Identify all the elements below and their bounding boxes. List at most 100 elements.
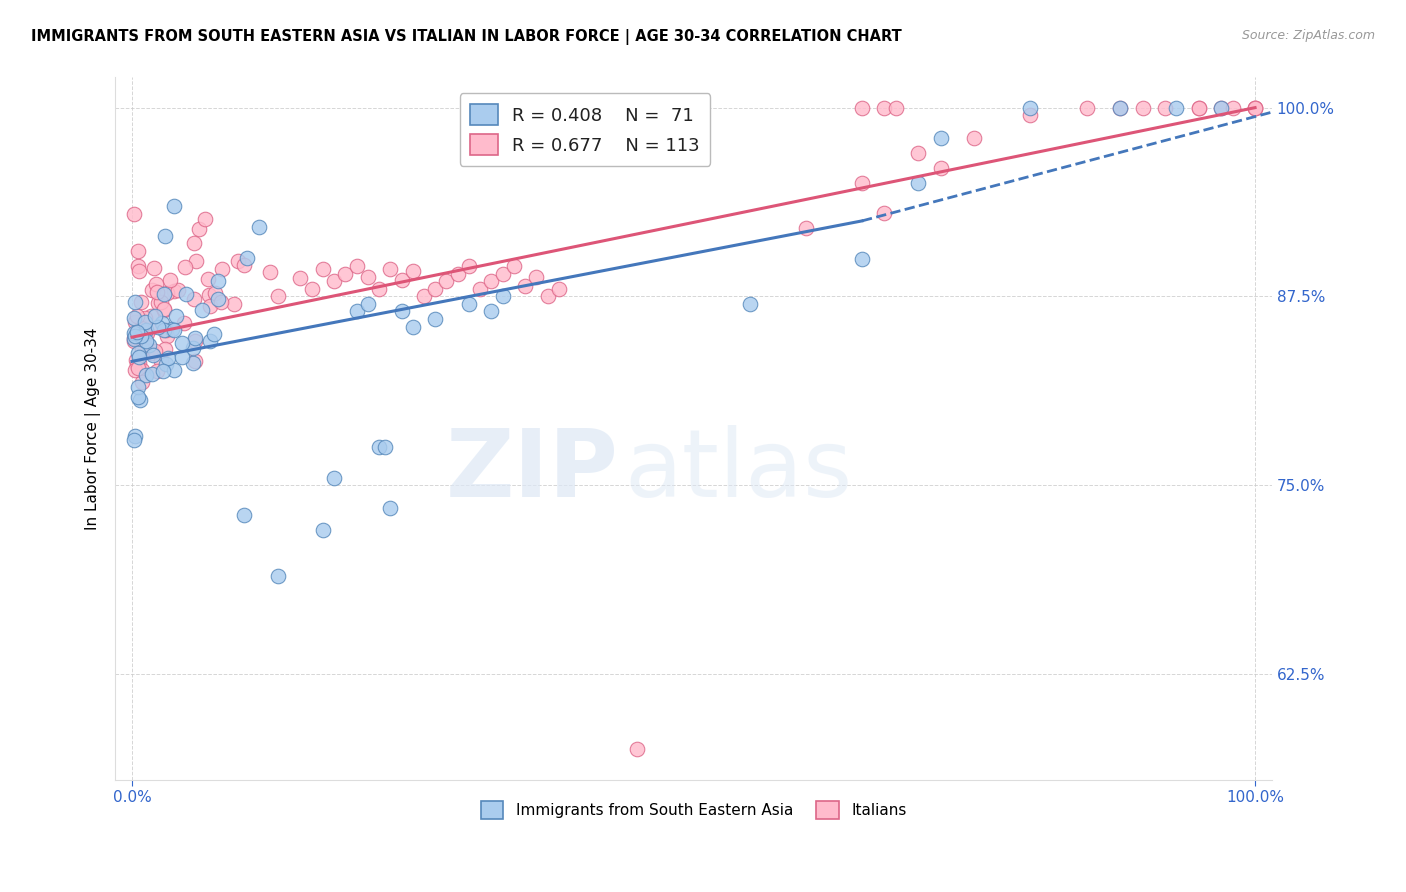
Point	[134, 315, 156, 329]
Point	[134, 328, 156, 343]
Point	[402, 264, 425, 278]
Point	[150, 316, 173, 330]
Point	[323, 470, 346, 484]
Point	[368, 441, 391, 455]
Point	[143, 344, 166, 359]
Point	[368, 282, 391, 296]
Point	[165, 309, 187, 323]
Point	[1211, 101, 1233, 115]
Point	[131, 375, 153, 389]
Point	[357, 269, 380, 284]
Point	[259, 264, 281, 278]
Point	[128, 356, 150, 370]
Point	[135, 368, 157, 382]
Point	[267, 568, 290, 582]
Point	[884, 101, 907, 115]
Point	[146, 285, 169, 300]
Point	[127, 379, 149, 393]
Point	[391, 273, 413, 287]
Point	[125, 324, 148, 338]
Point	[436, 274, 458, 288]
Point	[128, 264, 150, 278]
Point	[160, 322, 183, 336]
Point	[188, 222, 211, 236]
Point	[124, 334, 146, 348]
Point	[124, 429, 146, 443]
Point	[163, 323, 186, 337]
Point	[173, 316, 195, 330]
Point	[143, 309, 166, 323]
Point	[380, 500, 402, 515]
Point	[129, 328, 152, 343]
Point	[491, 267, 513, 281]
Point	[1244, 101, 1267, 115]
Point	[124, 332, 146, 346]
Point	[125, 353, 148, 368]
Point	[470, 282, 492, 296]
Point	[152, 364, 174, 378]
Point	[1076, 101, 1098, 115]
Point	[198, 299, 221, 313]
Point	[141, 345, 163, 359]
Point	[198, 288, 221, 302]
Point	[413, 289, 436, 303]
Point	[235, 251, 257, 265]
Point	[357, 297, 380, 311]
Point	[146, 364, 169, 378]
Point	[174, 286, 197, 301]
Point	[145, 277, 167, 291]
Point	[135, 323, 157, 337]
Point	[907, 176, 929, 190]
Point	[425, 282, 447, 296]
Point	[181, 342, 204, 356]
Point	[312, 524, 335, 538]
Point	[207, 293, 229, 307]
Point	[207, 274, 229, 288]
Point	[184, 331, 207, 345]
Point	[124, 315, 146, 329]
Point	[458, 297, 481, 311]
Point	[481, 274, 503, 288]
Point	[929, 161, 952, 175]
Point	[131, 362, 153, 376]
Point	[204, 285, 226, 300]
Point	[153, 228, 176, 243]
Point	[166, 284, 188, 298]
Point	[402, 319, 425, 334]
Point	[929, 131, 952, 145]
Point	[184, 334, 207, 349]
Point	[211, 261, 233, 276]
Point	[1154, 101, 1177, 115]
Point	[170, 335, 193, 350]
Point	[156, 286, 179, 301]
Point	[1188, 101, 1211, 115]
Point	[183, 236, 205, 251]
Point	[1109, 101, 1132, 115]
Point	[290, 271, 312, 285]
Point	[481, 304, 503, 318]
Point	[124, 329, 146, 343]
Point	[127, 361, 149, 376]
Point	[458, 259, 481, 273]
Point	[1019, 101, 1042, 115]
Point	[155, 357, 177, 371]
Point	[124, 331, 146, 345]
Point	[141, 368, 163, 382]
Point	[125, 358, 148, 372]
Point	[132, 342, 155, 356]
Point	[127, 259, 149, 273]
Point	[153, 302, 176, 317]
Point	[851, 176, 873, 190]
Point	[127, 244, 149, 258]
Point	[125, 325, 148, 339]
Point	[163, 284, 186, 298]
Point	[156, 328, 179, 343]
Point	[1244, 101, 1267, 115]
Point	[447, 267, 470, 281]
Point	[131, 343, 153, 357]
Point	[149, 294, 172, 309]
Point	[139, 344, 162, 359]
Point	[174, 260, 197, 274]
Point	[124, 326, 146, 340]
Point	[152, 323, 174, 337]
